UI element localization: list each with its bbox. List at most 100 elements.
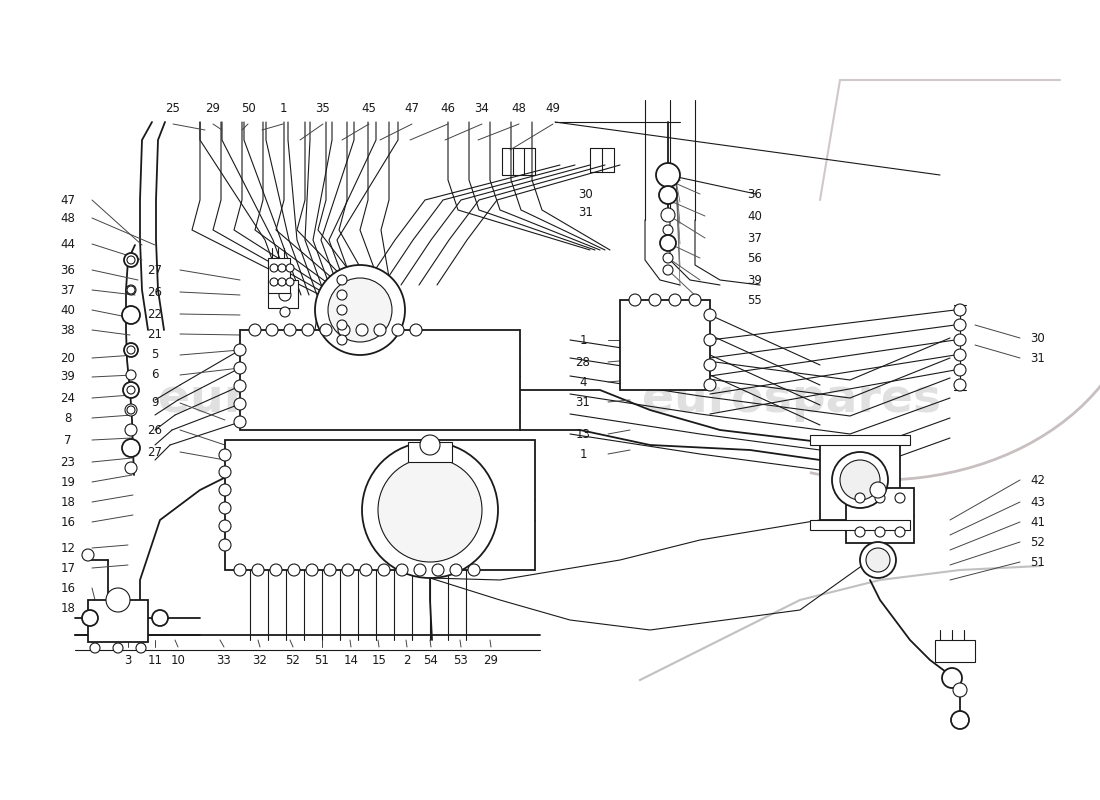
Text: 55: 55 [748,294,762,306]
Circle shape [661,208,675,222]
Circle shape [219,520,231,532]
Circle shape [286,278,294,286]
Text: 14: 14 [343,654,359,666]
Text: 2: 2 [404,654,410,666]
Circle shape [954,334,966,346]
Circle shape [468,564,480,576]
Text: 46: 46 [440,102,455,114]
Circle shape [125,462,138,474]
Circle shape [337,275,346,285]
Text: 51: 51 [315,654,329,666]
Circle shape [414,564,426,576]
Circle shape [126,370,136,380]
Text: 40: 40 [60,303,76,317]
Circle shape [122,439,140,457]
Bar [810,435,910,445]
Text: 18: 18 [60,495,76,509]
Text: eurospares: eurospares [642,378,942,422]
Circle shape [324,564,336,576]
Text: 39: 39 [60,370,76,383]
Bar [268,280,298,308]
Text: 36: 36 [748,187,762,201]
Text: 12: 12 [60,542,76,554]
Circle shape [125,424,138,436]
Bar [620,300,710,390]
Bar [240,330,520,430]
Text: 13: 13 [575,427,591,441]
Circle shape [337,335,346,345]
Circle shape [82,549,94,561]
Circle shape [656,163,680,187]
Circle shape [954,349,966,361]
Circle shape [152,610,168,626]
Circle shape [660,235,676,251]
Circle shape [270,278,278,286]
Text: 42: 42 [1031,474,1045,486]
Text: 8: 8 [64,411,72,425]
Circle shape [860,542,896,578]
Bar [820,440,900,520]
Text: 53: 53 [453,654,469,666]
Text: 18: 18 [60,602,76,614]
Text: 22: 22 [147,307,163,321]
Circle shape [234,398,246,410]
Circle shape [234,362,246,374]
Text: 1: 1 [580,447,586,461]
Text: 34: 34 [474,102,490,114]
Text: 31: 31 [579,206,593,219]
Bar [935,640,975,662]
Circle shape [396,564,408,576]
Text: 30: 30 [1031,331,1045,345]
Text: 49: 49 [546,102,561,114]
Circle shape [338,324,350,336]
Circle shape [82,610,98,626]
Text: 32: 32 [253,654,267,666]
Circle shape [122,306,140,324]
Circle shape [649,294,661,306]
Circle shape [328,278,392,342]
Text: 35: 35 [316,102,330,114]
Circle shape [123,382,139,398]
Circle shape [420,435,440,455]
Text: 40: 40 [748,210,762,222]
Circle shape [663,265,673,275]
Circle shape [266,324,278,336]
Circle shape [954,304,966,316]
Circle shape [126,286,135,294]
Circle shape [954,364,966,376]
Circle shape [124,253,138,267]
Circle shape [219,449,231,461]
Text: 9: 9 [152,397,158,410]
Text: 48: 48 [60,211,76,225]
Circle shape [280,307,290,317]
Text: 48: 48 [512,102,527,114]
Circle shape [279,289,292,301]
Text: 26: 26 [147,423,163,437]
Text: 16: 16 [60,582,76,594]
Circle shape [126,406,135,414]
Circle shape [954,319,966,331]
Circle shape [362,442,498,578]
Circle shape [106,588,130,612]
Circle shape [704,334,716,346]
Text: 6: 6 [152,369,158,382]
Circle shape [378,458,482,562]
Circle shape [866,548,890,572]
Circle shape [360,564,372,576]
Text: 47: 47 [405,102,419,114]
Circle shape [219,539,231,551]
Text: 43: 43 [1031,495,1045,509]
Circle shape [219,466,231,478]
Text: 56: 56 [748,251,762,265]
Circle shape [278,264,286,272]
Circle shape [302,324,313,336]
Text: 25: 25 [166,102,180,114]
Circle shape [954,379,966,391]
Circle shape [895,493,905,503]
Text: eurospares: eurospares [158,378,458,422]
Circle shape [629,294,641,306]
Circle shape [219,484,231,496]
Text: 19: 19 [60,475,76,489]
Text: 54: 54 [424,654,439,666]
Circle shape [126,256,135,264]
